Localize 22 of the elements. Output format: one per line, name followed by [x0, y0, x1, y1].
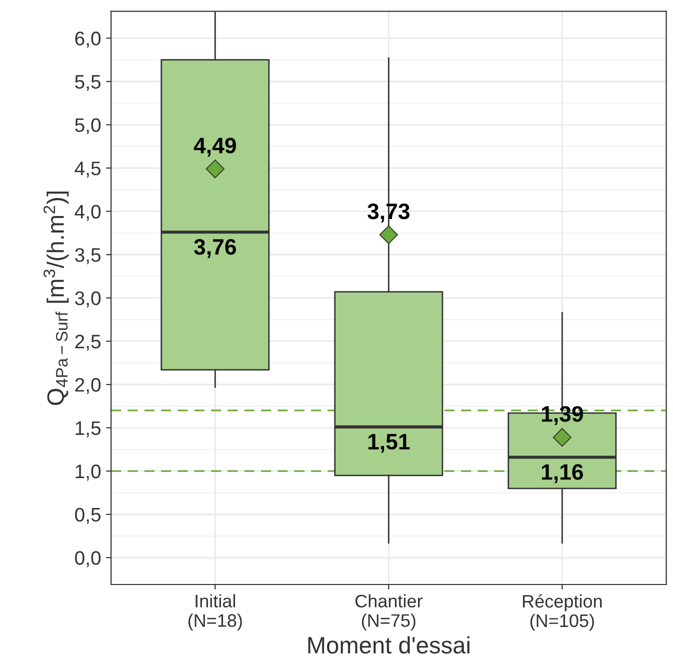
x-tick-label: Réception (N=105)	[522, 594, 602, 631]
annotation: 3,76	[194, 239, 236, 258]
y-tick-label: 1,0	[76, 464, 101, 481]
y-tick-label: 3,5	[75, 248, 101, 264]
y-tick-label: 4,5	[74, 162, 101, 178]
y-tick-label: 2,0	[75, 378, 101, 394]
y-tick-label: 4,0	[74, 204, 101, 221]
y-tick-label: 0,5	[75, 508, 101, 524]
y-tick-label: 3,0	[75, 291, 101, 308]
y-tick-label: 6,0	[75, 32, 101, 48]
y-tick-label: 5,5	[75, 75, 101, 92]
annotation: 1,51	[368, 434, 410, 453]
x-axis-title: Moment d'essai	[308, 636, 470, 654]
annotation: 4,49	[194, 138, 236, 157]
annotation: 1,16	[542, 464, 583, 484]
x-tick-label: Chantier (N=75)	[355, 594, 422, 630]
y-tick-label: 0,0	[75, 551, 101, 568]
y-tick-label: 2,5	[75, 334, 101, 351]
y-tick-label: 1,5	[76, 421, 101, 438]
y-tick-label: 5,0	[75, 118, 101, 134]
x-tick-label: Initial (N=18)	[188, 594, 242, 630]
y-axis-title: Q$_{4Pa−Surf}$ [m$^{3}$/(h.m$^{2}$)]	[43, 192, 69, 405]
